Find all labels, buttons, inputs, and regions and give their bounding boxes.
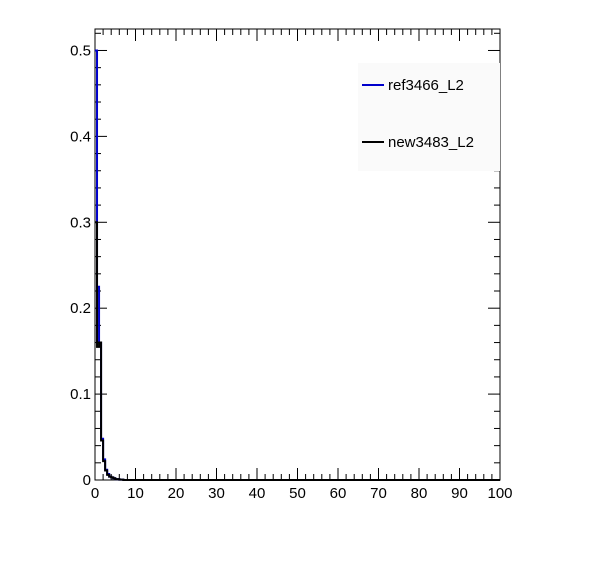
y-tick-label: 0.3: [70, 214, 91, 231]
x-tick-label: 40: [249, 485, 266, 502]
y-tick-label: 0: [83, 472, 91, 489]
x-tick-label: 90: [451, 485, 468, 502]
x-tick-label: 80: [411, 485, 428, 502]
legend-label-ref3466-L2: ref3466_L2: [388, 77, 464, 94]
legend: ref3466_L2 new3483_L2: [358, 63, 500, 171]
y-tick-label: 0.1: [70, 386, 91, 403]
x-tick-label: 70: [370, 485, 387, 502]
x-tick-label: 0: [91, 485, 99, 502]
x-tick-label: 10: [127, 485, 144, 502]
x-tick-label: 100: [487, 485, 512, 502]
x-tick-label: 60: [330, 485, 347, 502]
series-line-new3483-L2: [95, 221, 500, 481]
x-tick-label: 50: [289, 485, 306, 502]
y-tick-label: 0.2: [70, 300, 91, 317]
series-group: [95, 49, 500, 481]
x-tick-label: 30: [208, 485, 225, 502]
axis-tick-labels: 0 10 20 30 40 50 60 70 80 90 100 0 0.1 0.2 0.3 0.4 0.5: [70, 42, 512, 502]
legend-label-new3483-L2: new3483_L2: [388, 134, 474, 151]
y-tick-label: 0.5: [70, 42, 91, 59]
x-tick-label: 20: [168, 485, 185, 502]
y-tick-label: 0.4: [70, 128, 91, 145]
legend-box: [358, 63, 500, 171]
